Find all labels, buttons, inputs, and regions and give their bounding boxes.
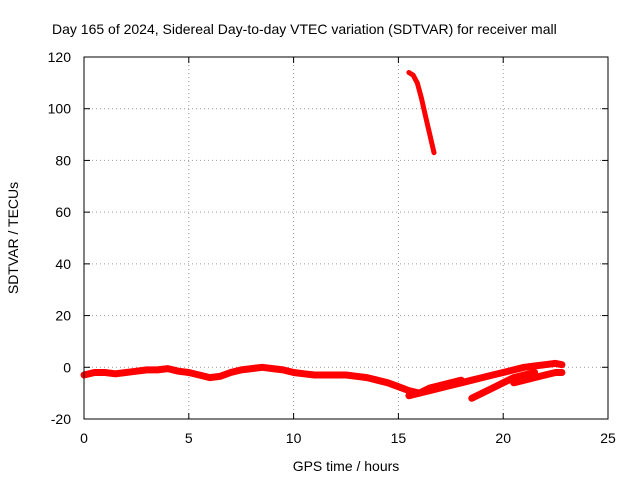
x-axis-label: GPS time / hours <box>293 458 400 474</box>
series-main <box>80 359 566 397</box>
x-tick-label: 10 <box>286 430 302 446</box>
x-tick-label: 0 <box>80 430 88 446</box>
x-tick-label: 20 <box>495 430 511 446</box>
series-branch-c <box>510 369 566 387</box>
y-tick-label: -20 <box>51 411 71 427</box>
series-spike <box>406 70 437 156</box>
y-tick-label: 80 <box>55 152 71 168</box>
x-tick-label: 25 <box>600 430 616 446</box>
y-tick-label: 0 <box>63 359 71 375</box>
y-tick-label: 60 <box>55 204 71 220</box>
y-tick-label: 20 <box>55 308 71 324</box>
grid <box>84 57 608 419</box>
x-tick-label: 5 <box>185 430 193 446</box>
y-tick-label: 40 <box>55 256 71 272</box>
series-branch-b <box>468 369 539 402</box>
axis-ticks: 0 5 10 15 20 25 -20 0 20 40 60 80 100 120 <box>48 49 616 446</box>
x-tick-label: 15 <box>391 430 407 446</box>
series-branch-a <box>405 376 465 400</box>
y-axis-label: SDTVAR / TECUs <box>5 182 21 294</box>
chart-title: Day 165 of 2024, Sidereal Day-to-day VTE… <box>52 21 557 37</box>
data-series <box>80 70 566 402</box>
y-tick-label: 120 <box>48 49 72 65</box>
plot-frame <box>83 56 609 420</box>
y-tick-label: 100 <box>48 101 72 117</box>
